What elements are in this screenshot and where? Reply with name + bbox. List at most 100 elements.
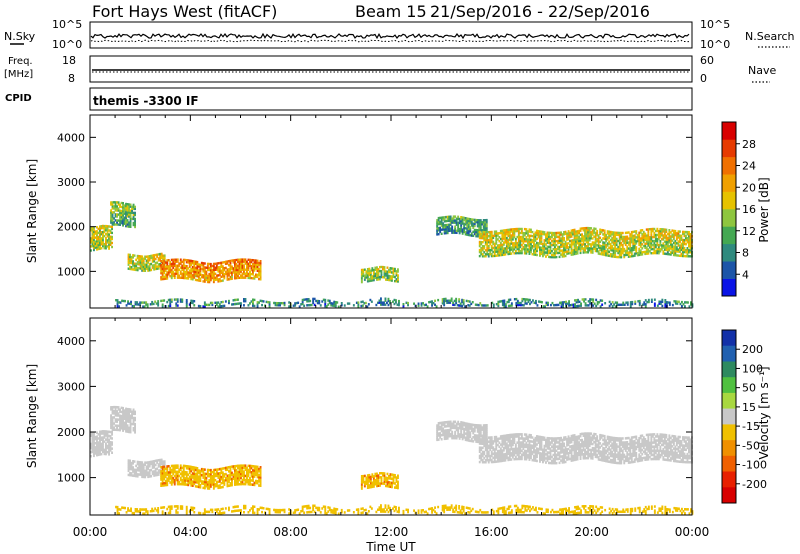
velocity-cell xyxy=(132,474,134,477)
power-cell xyxy=(445,231,448,235)
power-cell xyxy=(550,303,552,307)
power-cell xyxy=(552,252,555,255)
power-cell xyxy=(268,301,271,304)
velocity-cell xyxy=(445,435,448,438)
velocity-cell xyxy=(478,442,481,445)
power-cell xyxy=(138,261,141,264)
velocity-cell xyxy=(106,438,109,442)
power-cell xyxy=(602,229,605,232)
power-cell xyxy=(221,265,224,268)
velocity-cell xyxy=(90,444,92,448)
power-cell xyxy=(508,230,511,233)
power-cell xyxy=(162,256,165,259)
velocity-cell xyxy=(458,427,461,430)
power-cell xyxy=(357,305,360,308)
velocity-cell xyxy=(366,482,369,485)
power-cell xyxy=(172,264,175,267)
power-cell xyxy=(175,298,178,301)
velocity-cell xyxy=(172,481,175,484)
power-cell xyxy=(454,229,457,232)
velocity-cell xyxy=(389,475,392,478)
freq-right-tick-top: 60 xyxy=(700,54,714,67)
velocity-cell xyxy=(128,412,130,415)
velocity-cell xyxy=(106,434,109,437)
power-cell xyxy=(620,249,623,253)
velocity-cell xyxy=(123,423,126,427)
power-cell xyxy=(568,304,570,307)
power-cell xyxy=(157,302,160,305)
power-cell xyxy=(549,231,552,235)
power-cell xyxy=(234,269,236,272)
velocity-cell xyxy=(484,448,487,452)
power-cell xyxy=(679,244,681,247)
power-cell xyxy=(525,250,528,253)
power-cell xyxy=(601,303,604,306)
power-cell xyxy=(578,241,580,245)
power-cell xyxy=(160,278,163,281)
power-cell xyxy=(500,300,503,303)
power-cell xyxy=(147,269,150,272)
power-cell xyxy=(237,274,239,278)
power-cell xyxy=(431,302,433,305)
velocity-cell xyxy=(99,449,101,452)
power-cell xyxy=(218,271,221,275)
velocity-cell xyxy=(388,483,390,486)
power-cell xyxy=(243,268,245,271)
power-cell xyxy=(374,272,377,275)
power-cell xyxy=(247,304,250,307)
velocity-cell xyxy=(102,450,104,454)
power-cell xyxy=(618,253,621,257)
velocity-cell xyxy=(133,474,136,478)
power-cell xyxy=(184,274,187,278)
velocity-cell xyxy=(457,426,460,430)
power-cell xyxy=(533,249,535,252)
velocity-cell xyxy=(202,472,205,475)
power-cell xyxy=(138,257,141,260)
power-cell xyxy=(674,300,677,303)
velocity-cell xyxy=(175,470,178,474)
power-cell xyxy=(498,232,501,235)
power-cell xyxy=(334,303,337,306)
velocity-cell xyxy=(116,424,118,427)
velocity-cell xyxy=(126,418,129,421)
power-cell xyxy=(182,272,185,276)
velocity-cell xyxy=(243,466,245,469)
power-cell xyxy=(369,273,372,276)
power-cell xyxy=(212,264,215,268)
power-cell xyxy=(621,235,624,239)
velocity-cell xyxy=(377,484,380,487)
power-cell xyxy=(648,228,651,231)
power-cell xyxy=(202,274,205,277)
power-cell xyxy=(130,268,133,271)
velocity-cell xyxy=(460,429,463,432)
power-cell xyxy=(576,246,579,249)
power-cell xyxy=(480,304,483,307)
velocity-cell xyxy=(482,426,485,429)
velocity-cell xyxy=(199,473,202,477)
velocity-cell xyxy=(473,438,476,441)
power-cell xyxy=(148,255,151,258)
power-cell xyxy=(571,303,573,307)
power-cell xyxy=(656,237,659,241)
power-cell xyxy=(499,249,502,253)
power-cell xyxy=(685,230,687,234)
power-cell xyxy=(495,232,498,235)
power-cell xyxy=(119,215,121,218)
velocity-cell xyxy=(111,406,114,409)
velocity-cell xyxy=(178,474,181,478)
power-cell xyxy=(508,250,511,253)
power-cell xyxy=(561,255,564,258)
power-cell xyxy=(371,267,374,270)
power-cell xyxy=(253,269,256,272)
power-cell xyxy=(663,234,666,237)
power-cell xyxy=(274,301,277,305)
power-cell xyxy=(374,276,377,279)
power-cell xyxy=(256,273,259,277)
velocity-cell xyxy=(136,466,139,470)
power-cell xyxy=(629,239,632,242)
power-cell xyxy=(380,271,383,275)
power-cell xyxy=(501,249,504,253)
power-cell xyxy=(602,241,605,244)
power-cell xyxy=(653,245,656,249)
power-cell xyxy=(495,254,498,257)
